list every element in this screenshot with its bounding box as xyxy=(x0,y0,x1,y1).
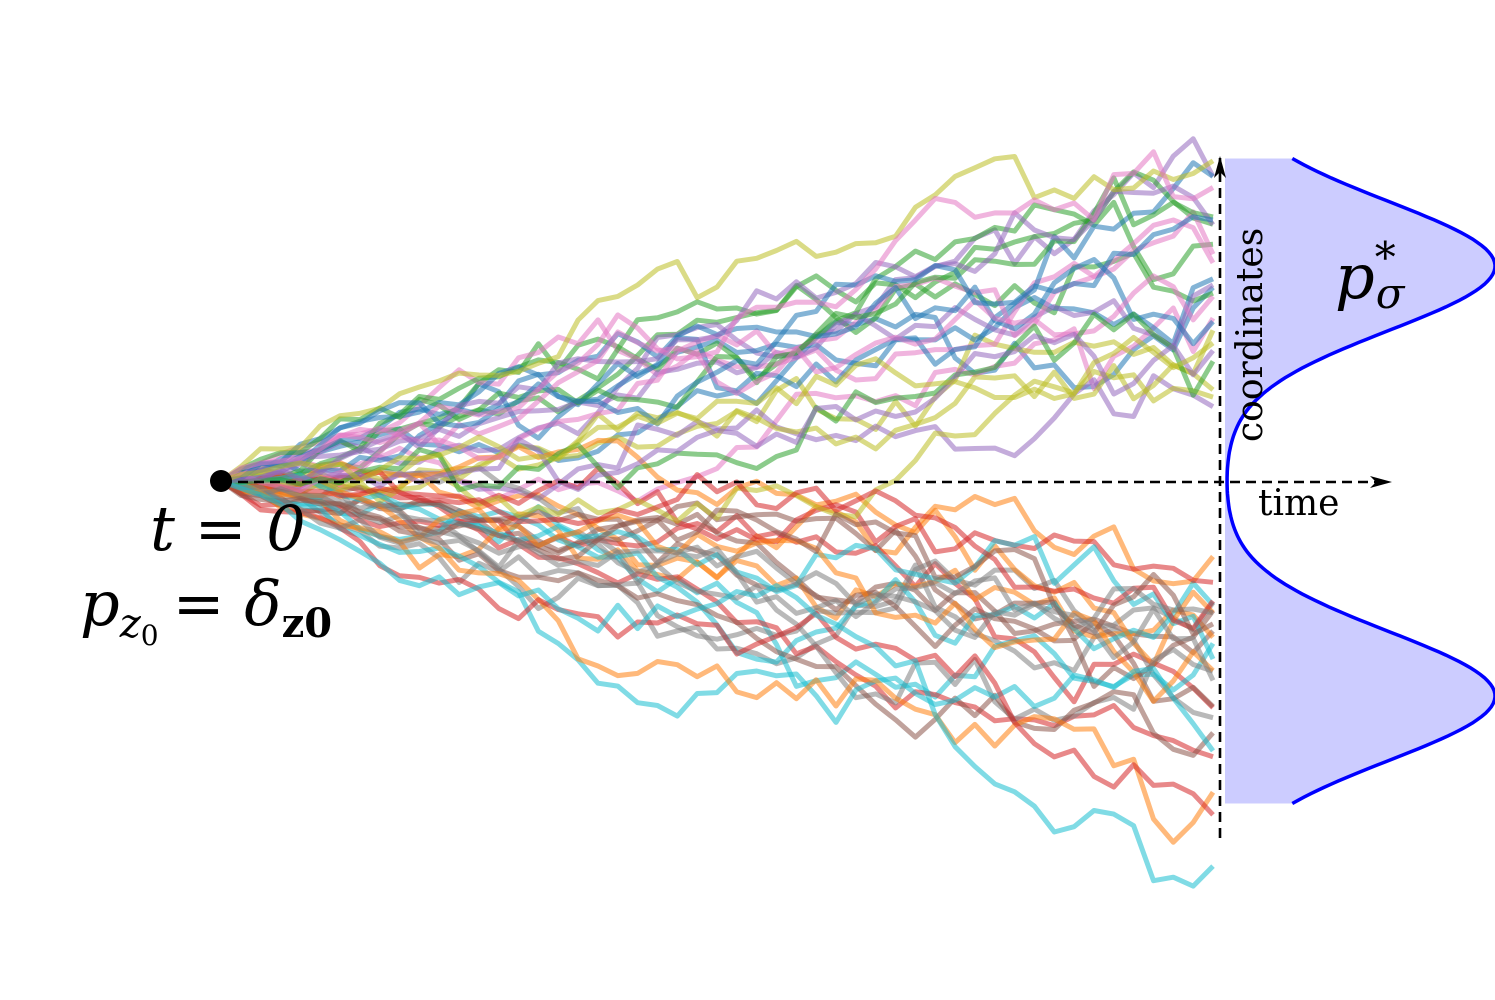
start-time-label: t = 0 xyxy=(150,492,306,565)
trajectory-path xyxy=(220,214,1214,484)
trajectory-path xyxy=(219,175,1214,484)
trajectory-path xyxy=(220,183,1216,484)
target-sub: σ xyxy=(1376,269,1406,318)
target-base: p xyxy=(1335,240,1375,313)
trajectory-path xyxy=(220,478,1216,753)
trajectory-path xyxy=(219,478,1215,637)
start-dist-subsub: 0 xyxy=(141,619,159,652)
trajectory-path xyxy=(220,472,1216,661)
start-time-text: t = 0 xyxy=(150,492,306,565)
start-point-marker xyxy=(210,470,232,492)
target-distribution-label: p* σ xyxy=(1335,233,1406,318)
trajectory-path xyxy=(220,465,1214,585)
target-density-fill xyxy=(1225,158,1495,804)
start-dist-sub: z xyxy=(119,601,142,647)
trajectory-path xyxy=(220,273,1215,493)
start-dist-eq: = δ xyxy=(173,567,282,640)
trajectory-path xyxy=(220,478,1216,682)
target-sup: * xyxy=(1375,233,1396,282)
start-distribution-label: pz0 = δz0 xyxy=(80,567,332,652)
start-dist-delta-sub: z0 xyxy=(282,600,333,647)
trajectory-paths xyxy=(219,136,1216,889)
trajectory-path xyxy=(220,478,1215,889)
trajectory-path xyxy=(220,335,1215,484)
trajectory-path xyxy=(219,154,1215,484)
time-axis-label: time xyxy=(1258,483,1339,524)
trajectory-path xyxy=(219,149,1215,484)
trajectory-path xyxy=(220,478,1214,631)
trajectory-path xyxy=(219,478,1216,845)
coordinates-axis-label: coordinates xyxy=(1230,228,1271,442)
start-dist-base: p xyxy=(80,567,120,640)
